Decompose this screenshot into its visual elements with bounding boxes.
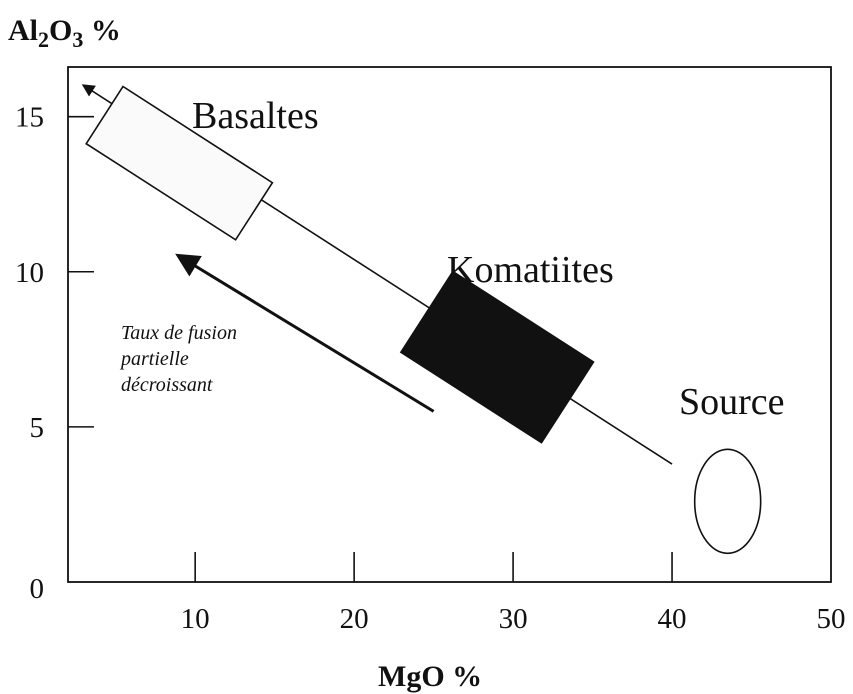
y-tick-label: 0 [30,573,45,605]
melting-direction-arrow [175,253,435,413]
x-axis-title: MgO % [378,660,482,693]
x-tick-label: 10 [181,603,210,635]
axis-ticks: 10 20 30 40 50 0 5 10 15 [15,102,846,635]
komatiites-field [399,270,595,444]
basaltes-label: Basaltes [192,95,319,137]
note-line-3: décroissant [121,374,213,396]
y-tick-label: 10 [15,257,44,289]
note-line-1: Taux de fusion [121,322,237,344]
x-tick-label: 40 [658,603,687,635]
x-tick-label: 30 [499,603,528,635]
y-tick-label: 15 [15,102,44,134]
x-tick-label: 20 [340,603,369,635]
basaltes-field [85,85,274,241]
plot-frame [67,66,832,583]
y-tick-label: 5 [30,412,45,444]
source-label: Source [679,381,785,423]
source-ellipse [693,448,762,555]
y-axis-title: Al2O3 % [8,14,121,52]
x-tick-label: 50 [817,603,846,635]
komatiites-label: Komatiites [447,249,614,291]
note-line-2: partielle [119,348,189,370]
